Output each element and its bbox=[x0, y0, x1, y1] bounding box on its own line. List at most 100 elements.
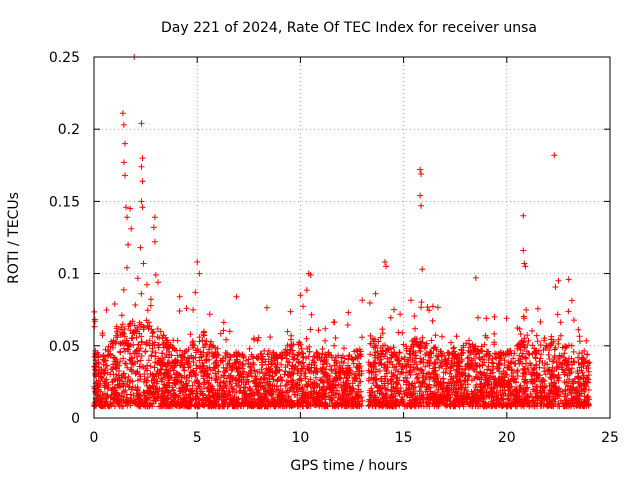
data-point bbox=[121, 374, 128, 381]
data-point bbox=[131, 398, 138, 405]
data-point bbox=[501, 357, 508, 364]
data-point bbox=[137, 393, 144, 400]
data-point bbox=[404, 401, 411, 408]
data-point bbox=[498, 395, 505, 402]
data-point bbox=[155, 372, 162, 378]
data-point bbox=[473, 351, 480, 358]
data-point bbox=[414, 365, 421, 372]
data-point bbox=[575, 373, 582, 380]
data-point bbox=[552, 284, 559, 290]
data-point bbox=[225, 388, 232, 394]
data-point bbox=[466, 337, 472, 344]
data-point bbox=[431, 368, 438, 375]
data-point bbox=[134, 377, 141, 384]
data-point bbox=[522, 386, 529, 393]
data-point bbox=[299, 366, 306, 372]
data-point bbox=[349, 371, 356, 377]
data-point bbox=[338, 354, 345, 361]
data-point bbox=[439, 333, 445, 340]
data-point bbox=[564, 372, 571, 379]
data-point bbox=[287, 398, 294, 405]
data-point bbox=[131, 330, 138, 337]
data-point bbox=[423, 374, 430, 381]
data-point bbox=[452, 396, 459, 403]
data-point bbox=[444, 361, 451, 368]
data-point bbox=[183, 305, 190, 312]
data-point bbox=[429, 303, 436, 310]
data-point bbox=[467, 350, 474, 357]
data-point bbox=[367, 361, 374, 368]
data-point bbox=[477, 347, 484, 354]
data-point bbox=[419, 266, 426, 273]
data-point bbox=[426, 307, 433, 314]
data-point bbox=[485, 357, 492, 363]
data-point bbox=[123, 204, 129, 211]
data-point bbox=[419, 334, 426, 341]
data-point bbox=[451, 403, 458, 410]
x-tick-label: 0 bbox=[90, 430, 99, 446]
data-point bbox=[467, 364, 473, 371]
data-point bbox=[258, 366, 265, 373]
data-point bbox=[181, 374, 188, 380]
data-point bbox=[321, 369, 328, 376]
data-point bbox=[585, 368, 592, 375]
data-point bbox=[442, 369, 449, 376]
data-point bbox=[199, 337, 206, 344]
data-point bbox=[210, 389, 217, 396]
data-point bbox=[434, 352, 441, 359]
data-point bbox=[254, 354, 260, 361]
data-point bbox=[378, 375, 385, 382]
data-point bbox=[556, 359, 563, 366]
data-point bbox=[304, 383, 311, 390]
data-point bbox=[274, 359, 281, 366]
data-point bbox=[553, 365, 560, 372]
data-point bbox=[555, 377, 562, 384]
data-point bbox=[574, 354, 581, 361]
data-point bbox=[521, 344, 528, 351]
data-point bbox=[531, 345, 538, 352]
data-point bbox=[384, 346, 391, 353]
data-point bbox=[220, 319, 227, 326]
data-point bbox=[431, 397, 438, 404]
data-point bbox=[407, 369, 413, 376]
data-point bbox=[549, 402, 556, 409]
data-point bbox=[285, 379, 292, 386]
data-point bbox=[215, 368, 222, 375]
y-tick-label: 0.1 bbox=[58, 267, 80, 283]
data-point bbox=[556, 393, 563, 400]
data-point bbox=[450, 345, 457, 352]
data-point bbox=[458, 385, 465, 392]
data-point bbox=[345, 309, 352, 316]
data-point bbox=[582, 378, 589, 385]
data-point bbox=[288, 365, 295, 372]
data-point bbox=[490, 360, 497, 367]
data-point bbox=[532, 348, 539, 355]
data-point bbox=[535, 392, 541, 399]
data-point bbox=[372, 349, 379, 356]
data-point bbox=[531, 372, 538, 379]
data-point bbox=[416, 370, 422, 377]
data-point bbox=[250, 335, 257, 342]
data-point bbox=[521, 378, 528, 385]
data-point bbox=[155, 341, 162, 348]
data-point bbox=[111, 301, 118, 307]
data-point bbox=[306, 343, 313, 350]
data-point bbox=[372, 402, 379, 409]
data-point bbox=[365, 377, 372, 384]
data-point bbox=[201, 379, 208, 386]
data-point bbox=[177, 347, 183, 354]
data-point bbox=[456, 369, 463, 376]
data-point bbox=[341, 371, 348, 378]
data-point bbox=[94, 383, 101, 390]
data-point bbox=[418, 171, 425, 177]
data-point bbox=[159, 403, 166, 410]
data-point bbox=[127, 350, 134, 357]
data-point bbox=[206, 311, 213, 318]
data-point bbox=[120, 355, 127, 362]
data-point bbox=[421, 380, 428, 387]
data-point bbox=[116, 374, 123, 381]
data-point bbox=[213, 375, 220, 382]
data-point bbox=[452, 386, 459, 393]
data-point bbox=[533, 361, 540, 368]
data-point bbox=[132, 348, 139, 355]
